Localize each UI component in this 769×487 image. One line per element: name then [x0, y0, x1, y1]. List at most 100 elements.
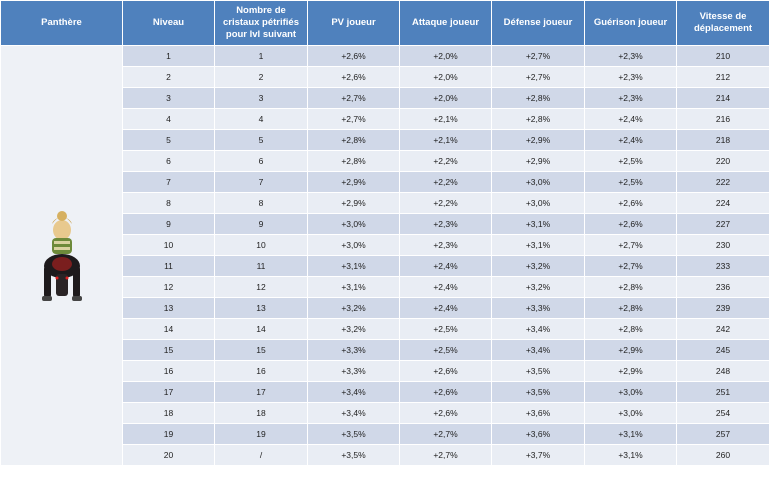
table-cell: +2,7% — [491, 45, 585, 67]
table-cell: 218 — [676, 129, 769, 151]
table-cell: 11 — [122, 255, 215, 277]
table-cell: 6 — [214, 150, 308, 172]
table-cell: 5 — [214, 129, 308, 151]
table-cell: +3,6% — [491, 423, 585, 445]
table-cell: 2 — [122, 66, 215, 88]
table-cell: +2,9% — [491, 150, 585, 172]
table-cell: +2,8% — [584, 318, 677, 340]
table-cell: +3,4% — [491, 318, 585, 340]
image-cell — [0, 45, 123, 466]
table-cell: 220 — [676, 150, 769, 172]
table-cell: +2,8% — [584, 276, 677, 298]
table-cell: +2,5% — [584, 171, 677, 193]
table-cell: 7 — [214, 171, 308, 193]
table-cell: 245 — [676, 339, 769, 361]
table-cell: +3,4% — [307, 381, 400, 403]
table-cell: 251 — [676, 381, 769, 403]
table-cell: 214 — [676, 87, 769, 109]
table-cell: 18 — [214, 402, 308, 424]
table-cell: +3,5% — [307, 444, 400, 466]
table-cell: +2,2% — [399, 150, 492, 172]
table-cell: +2,6% — [399, 381, 492, 403]
table-cell: +2,6% — [307, 66, 400, 88]
table-cell: 230 — [676, 234, 769, 256]
table-cell: +3,0% — [491, 171, 585, 193]
table-row: 20/+3,5% +2,7% +3,7% +3,1% 260 — [1, 444, 769, 466]
table-row: 11 11 +3,1% +2,4% +3,2% +2,7% 233 — [1, 255, 769, 277]
table-cell: +3,1% — [584, 423, 677, 445]
table-cell: +2,2% — [399, 171, 492, 193]
table-row: 13 13 +3,2% +2,4% +3,3% +2,8% 239 — [1, 297, 769, 319]
table-cell: +2,6% — [584, 213, 677, 235]
table-cell: +2,6% — [584, 192, 677, 214]
table-cell: +2,0% — [399, 87, 492, 109]
table-cell: +3,1% — [307, 255, 400, 277]
table-cell: +2,9% — [307, 192, 400, 214]
table-cell: +2,2% — [399, 192, 492, 214]
table-cell: +3,1% — [491, 234, 585, 256]
table-cell: +3,3% — [491, 297, 585, 319]
table-cell: +2,7% — [584, 234, 677, 256]
table-cell: +2,8% — [584, 297, 677, 319]
table-cell: 16 — [214, 360, 308, 382]
table-cell: 9 — [214, 213, 308, 235]
table-cell: 14 — [122, 318, 215, 340]
table-cell: 8 — [214, 192, 308, 214]
table-cell: +2,7% — [307, 87, 400, 109]
table-cell: 18 — [122, 402, 215, 424]
table-cell: +2,3% — [584, 45, 677, 67]
header-cell: Attaque joueur — [399, 0, 492, 46]
table-cell: 239 — [676, 297, 769, 319]
table-cell: +2,4% — [399, 255, 492, 277]
table-cell: +3,5% — [307, 423, 400, 445]
table-cell: 13 — [214, 297, 308, 319]
table-cell: +3,4% — [307, 402, 400, 424]
table-row: 2 2 +2,6% +2,0% +2,7% +2,3% 212 — [1, 66, 769, 88]
table-cell: 9 — [122, 213, 215, 235]
table-cell: +3,2% — [491, 255, 585, 277]
table-cell: +2,8% — [307, 129, 400, 151]
table-cell: 15 — [122, 339, 215, 361]
table-cell: / — [214, 444, 308, 466]
table-cell: +3,1% — [307, 276, 400, 298]
table-cell: 233 — [676, 255, 769, 277]
table-cell: +2,7% — [491, 66, 585, 88]
table-cell: 10 — [122, 234, 215, 256]
table-cell: 222 — [676, 171, 769, 193]
header-cell: Défense joueur — [491, 0, 585, 46]
table-row: 10 10 +3,0% +2,3% +3,1% +2,7% 230 — [1, 234, 769, 256]
table-cell: +3,3% — [307, 339, 400, 361]
table-cell: 7 — [122, 171, 215, 193]
table-cell: 10 — [214, 234, 308, 256]
table-cell: +3,0% — [491, 192, 585, 214]
table-cell: 16 — [122, 360, 215, 382]
table-cell: +2,1% — [399, 108, 492, 130]
table-cell: +2,5% — [399, 339, 492, 361]
table-cell: +3,5% — [491, 360, 585, 382]
table-cell: +3,2% — [307, 318, 400, 340]
table-cell: 2 — [214, 66, 308, 88]
table-cell: 236 — [676, 276, 769, 298]
table-cell: +3,0% — [584, 402, 677, 424]
table-cell: +3,7% — [491, 444, 585, 466]
table-cell: 19 — [122, 423, 215, 445]
table-cell: +2,6% — [399, 360, 492, 382]
table-cell: +2,8% — [491, 108, 585, 130]
table-cell: +2,7% — [399, 444, 492, 466]
table-cell: +2,9% — [584, 360, 677, 382]
table-row: 15 15 +3,3% +2,5% +3,4% +2,9% 245 — [1, 339, 769, 361]
table-cell: +2,7% — [307, 108, 400, 130]
table-cell: +2,4% — [584, 108, 677, 130]
header-cell: Panthère — [0, 0, 123, 46]
table-cell: 254 — [676, 402, 769, 424]
table-cell: +2,4% — [399, 276, 492, 298]
header-row: Panthère Niveau Nombre de cristaux pétrifi… — [0, 0, 769, 46]
pet-table: Panthère Niveau Nombre de cristaux pétrifi… — [0, 0, 769, 466]
table-row: 12 12 +3,1% +2,4% +3,2% +2,8% 236 — [1, 276, 769, 298]
table-row: 17 17 +3,4% +2,6% +3,5% +3,0% 251 — [1, 381, 769, 403]
header-cell: Nombre de cristaux pétrifiés pour lvl su… — [214, 0, 308, 46]
table-cell: 17 — [122, 381, 215, 403]
table-row: 7 7 +2,9% +2,2% +3,0% +2,5% 222 — [1, 171, 769, 193]
table-cell: +2,9% — [491, 129, 585, 151]
